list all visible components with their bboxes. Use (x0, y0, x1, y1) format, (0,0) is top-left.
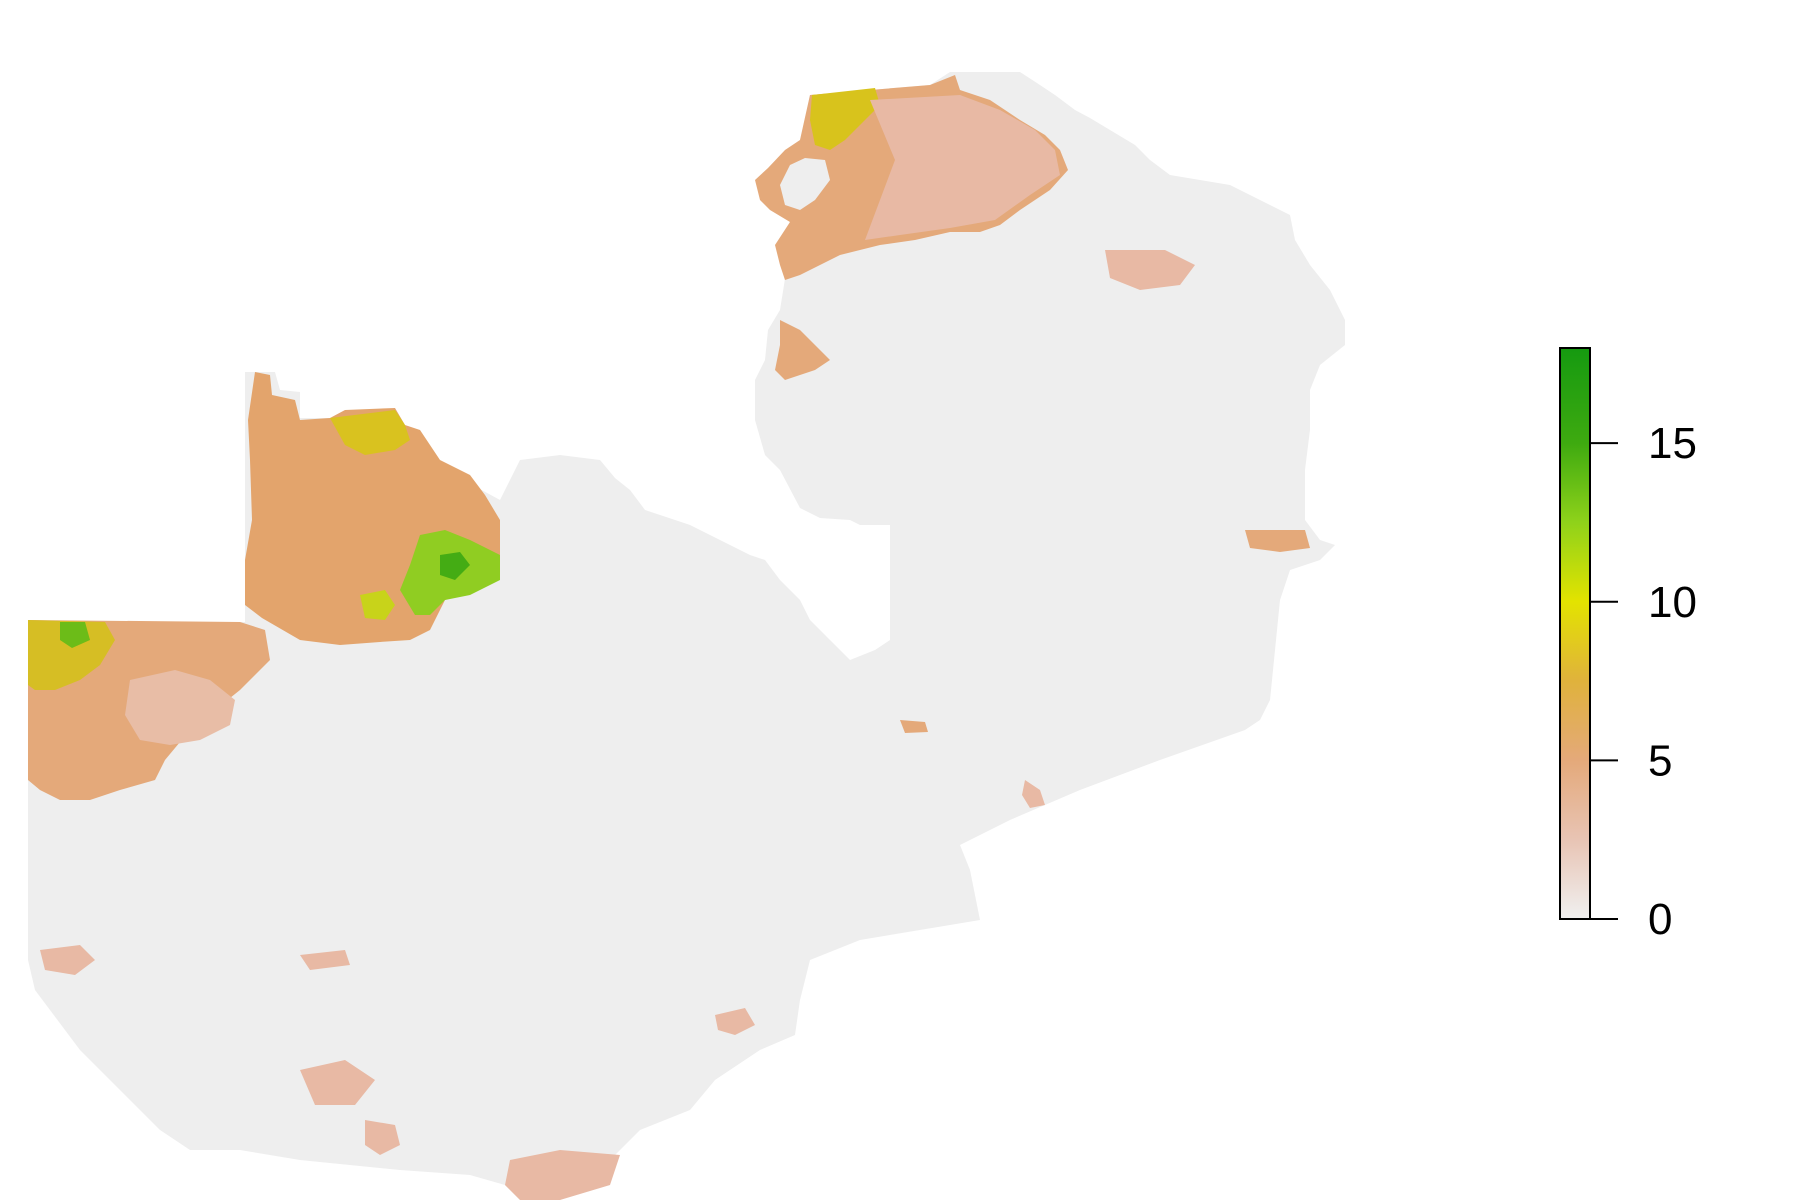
legend-colorbar (1559, 347, 1591, 920)
region-west-yellow (330, 410, 410, 455)
country-base-region (28, 72, 1345, 1200)
patch-east-2 (1105, 250, 1195, 290)
legend-ticks: 0 5 10 15 (1590, 419, 1697, 944)
region-north-gap (780, 158, 830, 210)
patch-center-2 (900, 720, 928, 733)
region-west-yellowgreen (360, 590, 395, 620)
patch-south-4 (505, 1150, 620, 1200)
region-north-west-strip (775, 320, 830, 380)
region-west-darkgreen (440, 552, 470, 580)
patch-south-3 (365, 1120, 400, 1155)
patch-south-1 (40, 945, 95, 975)
region-north-pink (865, 95, 1060, 240)
color-legend: 0 5 10 15 (1559, 347, 1697, 944)
legend-tick-label: 5 (1648, 736, 1672, 785)
patch-south-6 (300, 950, 350, 970)
patch-south-2 (300, 1060, 375, 1105)
patch-east-1 (1245, 530, 1310, 552)
legend-tick-label: 0 (1648, 895, 1672, 944)
legend-tick-label: 10 (1648, 578, 1697, 627)
patch-south-5 (715, 1008, 755, 1035)
region-farwest-green (60, 622, 90, 648)
region-farwest-yellow (28, 620, 115, 690)
region-north-yellow (810, 88, 880, 150)
legend-tick-label: 15 (1648, 419, 1697, 468)
region-farwest-pink (125, 670, 235, 745)
patch-center-1 (1022, 780, 1045, 808)
